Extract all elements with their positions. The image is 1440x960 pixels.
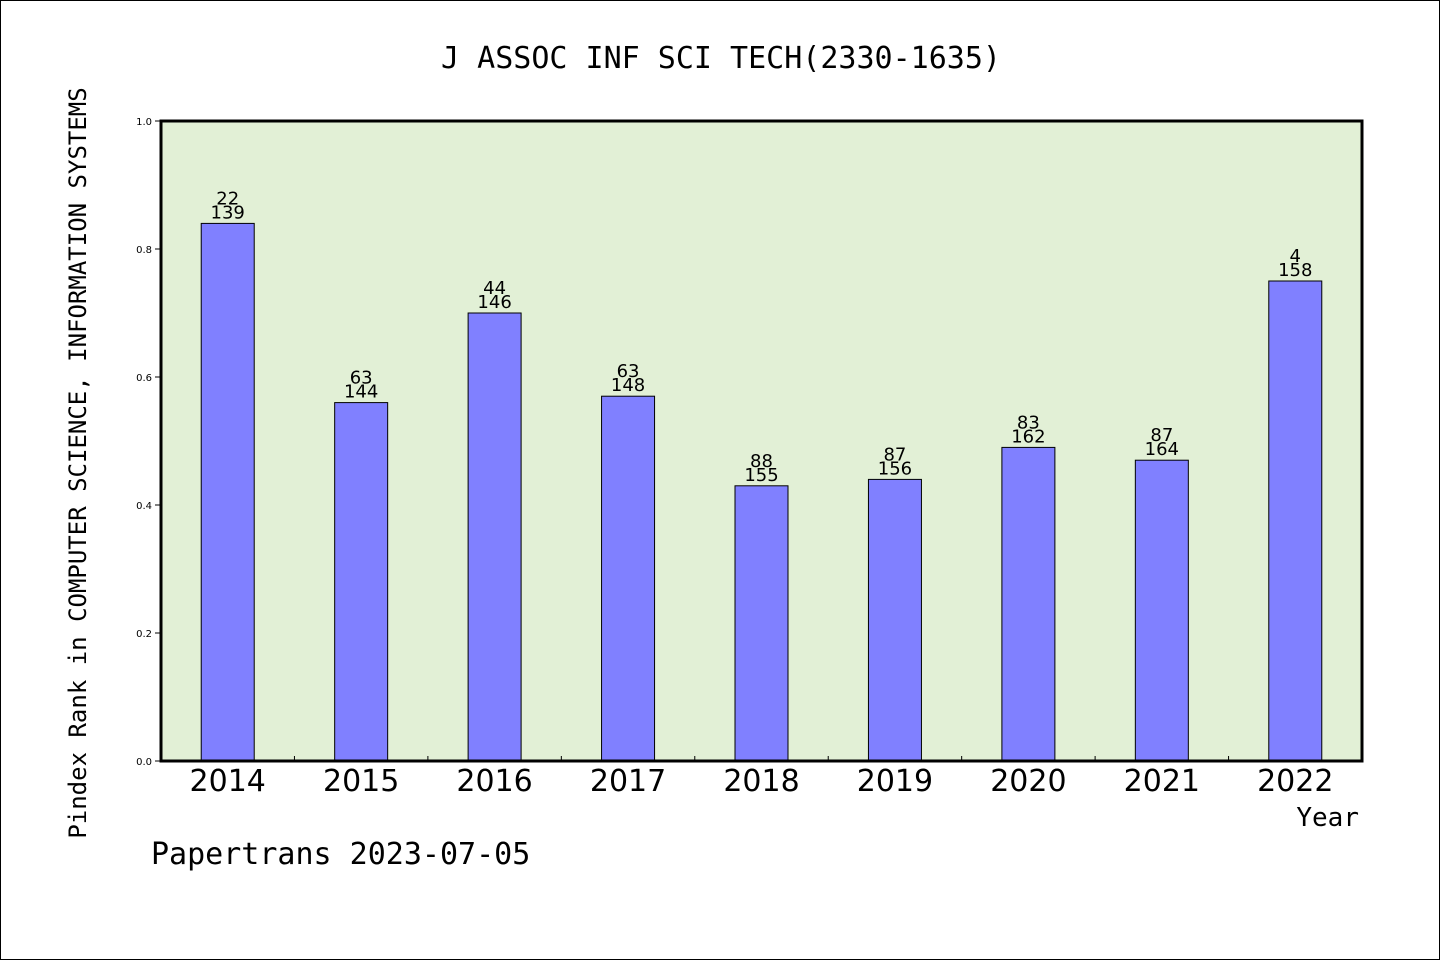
- y-tick-label: 0.2: [136, 629, 152, 640]
- rank-label: 63: [617, 361, 640, 382]
- total-label: 155: [744, 465, 778, 486]
- x-tick-label: 2021: [1124, 764, 1200, 799]
- total-label: 158: [1278, 260, 1312, 281]
- y-tick-label: 0.6: [136, 373, 152, 384]
- rank-label: 44: [483, 278, 506, 299]
- total-label: 156: [878, 458, 912, 479]
- y-tick-label: 0.0: [136, 757, 152, 768]
- x-tick-label: 2018: [723, 764, 799, 799]
- total-label: 146: [477, 292, 511, 313]
- x-tick-label: 2020: [990, 764, 1066, 799]
- y-tick-label: 0.4: [136, 501, 152, 512]
- x-tick-label: 2022: [1257, 764, 1333, 799]
- rank-label: 63: [350, 368, 373, 389]
- bar-2015: [334, 402, 389, 762]
- y-axis-ticks: 0.0 0.2 0.4 0.6 0.8 1.0: [136, 117, 161, 768]
- bar-2019: [867, 478, 922, 762]
- x-tick-label: 2017: [590, 764, 666, 799]
- rank-label: 22: [216, 188, 239, 209]
- y-axis-title: Pindex Rank in COMPUTER SCIENCE, INFORMA…: [64, 87, 92, 838]
- x-tick-label: 2019: [857, 764, 933, 799]
- bar-2021: [1134, 459, 1189, 762]
- y-tick-label: 1.0: [136, 117, 152, 128]
- total-label: 164: [1145, 439, 1179, 460]
- y-tick-label: 0.8: [136, 245, 152, 256]
- rank-label: 87: [1150, 425, 1173, 446]
- total-label: 144: [344, 382, 378, 403]
- bar-2014: [200, 222, 255, 762]
- chart-title: J ASSOC INF SCI TECH(2330-1635): [441, 41, 1001, 76]
- total-label: 139: [211, 202, 245, 223]
- x-tick-label: 2016: [456, 764, 532, 799]
- bar-2016: [467, 312, 522, 762]
- bar-series: [200, 222, 1323, 762]
- bar-2022: [1268, 280, 1323, 762]
- rank-label: 4: [1290, 246, 1301, 267]
- plot-frame: [159, 119, 1364, 763]
- x-tick-label: 2015: [323, 764, 399, 799]
- total-label: 162: [1011, 426, 1045, 447]
- x-tick-label: 2014: [190, 764, 266, 799]
- rank-label: 83: [1017, 412, 1040, 433]
- x-axis-labels: 2014 2015 2016 2017 2018 2019 2020 2021 2022: [190, 764, 1334, 799]
- total-label: 148: [611, 375, 645, 396]
- x-axis-title: Year: [1296, 803, 1359, 833]
- bar-2018: [734, 485, 789, 762]
- rank-label: 87: [883, 444, 906, 465]
- rank-label: 88: [750, 451, 773, 472]
- bar-2017: [601, 395, 656, 762]
- bar-2020: [1001, 446, 1056, 762]
- footer-note: Papertrans 2023-07-05: [151, 837, 530, 872]
